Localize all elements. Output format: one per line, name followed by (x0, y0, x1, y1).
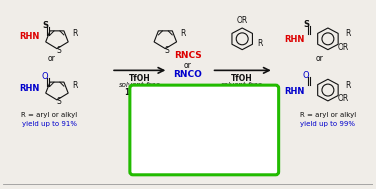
Text: R: R (345, 29, 350, 38)
Text: yield up to 91%: yield up to 91% (21, 121, 77, 127)
Text: RHN: RHN (19, 84, 39, 93)
Text: R: R (180, 29, 186, 38)
Text: S: S (165, 46, 170, 55)
Text: RNCO: RNCO (174, 70, 202, 79)
Text: or: or (48, 54, 56, 63)
Text: metal-free: metal-free (139, 95, 175, 101)
Text: S: S (303, 19, 309, 29)
Text: O: O (303, 71, 309, 80)
Text: R: R (257, 39, 262, 48)
Text: rapid and high yielding: rapid and high yielding (139, 106, 220, 112)
Text: R = aryl or alkyl: R = aryl or alkyl (300, 112, 356, 118)
Text: R = aryl or alkyl: R = aryl or alkyl (21, 112, 77, 118)
Text: RHN: RHN (19, 32, 39, 41)
Text: OR: OR (338, 43, 349, 52)
Text: no tedious purification: no tedious purification (139, 149, 218, 155)
Text: RHN: RHN (284, 87, 305, 96)
Text: RNCS: RNCS (174, 51, 202, 60)
Text: OR: OR (237, 16, 248, 25)
Text: 10 min: 10 min (227, 88, 257, 97)
Text: 10 min: 10 min (125, 88, 154, 97)
Text: no  alumininum waste: no alumininum waste (139, 117, 217, 123)
Text: TfOH: TfOH (231, 74, 253, 83)
Text: solvent-free: solvent-free (221, 82, 263, 88)
Text: S: S (56, 97, 61, 106)
Text: OR: OR (338, 94, 349, 103)
Text: solvent-free: solvent-free (119, 82, 161, 88)
Text: O: O (42, 72, 49, 81)
Text: works well at gram-scale: works well at gram-scale (139, 160, 226, 166)
Text: S: S (42, 21, 48, 29)
Text: or: or (184, 61, 192, 70)
Text: RHN: RHN (284, 35, 305, 44)
Text: R: R (72, 81, 77, 90)
Text: or: or (316, 54, 324, 63)
Text: solvent-free or low loading of DCE: solvent-free or low loading of DCE (139, 138, 258, 144)
Text: TfOH: TfOH (129, 74, 151, 83)
FancyBboxPatch shape (130, 85, 279, 175)
Text: recyclable superacid: recyclable superacid (139, 127, 211, 133)
Text: R: R (72, 29, 77, 38)
Text: yield up to 99%: yield up to 99% (300, 121, 355, 127)
Text: R: R (345, 81, 350, 90)
Text: S: S (56, 46, 61, 55)
